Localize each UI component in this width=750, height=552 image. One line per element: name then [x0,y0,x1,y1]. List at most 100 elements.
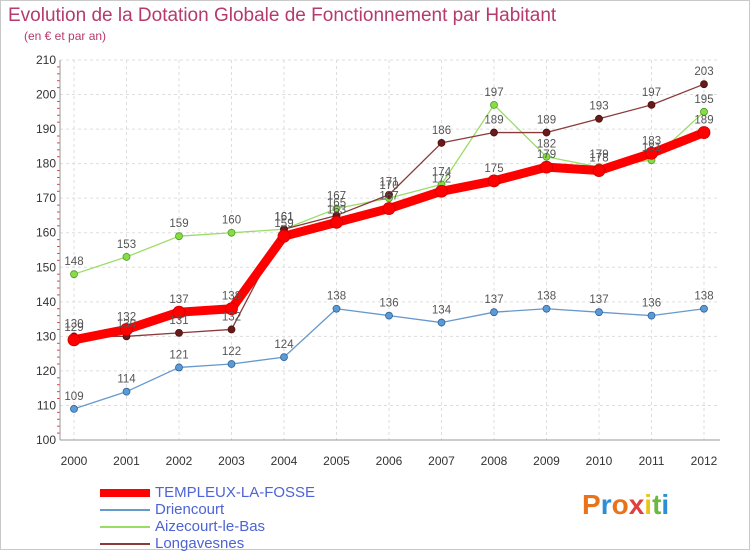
data-label-longavesnes: 132 [222,311,241,323]
point-templeux [382,202,396,215]
data-label-longavesnes: 131 [169,315,188,327]
point-templeux [330,215,343,229]
point-driencourt [542,304,551,313]
point-driencourt [227,360,236,368]
logo-letter: P [582,489,601,520]
data-label-aizecourt: 174 [432,166,452,178]
y-tick-label: 110 [37,398,56,412]
data-label-driencourt: 134 [432,305,452,317]
data-label-aizecourt: 153 [117,239,136,251]
point-longavesnes [175,329,183,337]
point-longavesnes [647,101,656,109]
point-driencourt [437,318,446,327]
point-driencourt [595,308,603,317]
point-aizecourt [700,107,708,116]
point-templeux [645,146,658,160]
y-tick-label: 140 [36,295,56,309]
data-label-templeux: 132 [117,311,136,323]
data-label-templeux: 175 [484,163,503,175]
point-driencourt [280,353,288,361]
x-tick-label: 2007 [428,454,455,468]
x-tick-label: 2008 [481,454,508,468]
data-label-longavesnes: 189 [484,115,503,127]
point-templeux [540,160,553,174]
data-label-driencourt: 124 [274,339,294,351]
x-tick-label: 2000 [61,454,88,468]
y-tick-label: 150 [36,260,56,274]
data-label-driencourt: 137 [589,294,608,306]
y-tick-label: 200 [36,88,56,102]
logo-letter: i [661,489,670,520]
data-label-longavesnes: 165 [327,197,346,209]
point-aizecourt [490,101,498,109]
x-tick-label: 2011 [639,454,665,468]
data-label-driencourt: 121 [169,349,188,361]
y-tick-label: 100 [36,433,56,447]
data-label-longavesnes: 161 [274,211,293,223]
data-label-templeux: 189 [694,115,713,127]
data-label-aizecourt: 170 [379,180,398,192]
point-aizecourt [227,228,236,237]
data-label-templeux: 159 [274,218,293,230]
data-label-aizecourt: 161 [274,211,293,223]
data-label-aizecourt: 159 [169,218,188,230]
data-label-driencourt: 136 [642,298,661,310]
data-label-driencourt: 136 [379,298,398,310]
x-tick-label: 2002 [166,454,193,468]
point-longavesnes [437,139,446,147]
point-driencourt [175,363,183,372]
chart-subtitle: (en € et par an) [24,29,107,43]
point-templeux [487,174,501,188]
point-longavesnes [542,128,551,137]
y-tick-label: 130 [36,329,56,343]
data-label-driencourt: 137 [484,294,503,306]
legend-swatch-aizecourt [100,526,150,528]
y-tick-label: 180 [36,157,56,171]
point-templeux [592,164,606,177]
chart-title: Evolution de la Dotation Globale de Fonc… [8,5,557,26]
logo-letter: t [652,489,662,520]
legend-label-longavesnes: Longavesnes [155,535,245,552]
data-label-longavesnes: 171 [379,177,398,189]
data-label-aizecourt: 195 [694,94,713,106]
point-templeux [435,184,448,198]
x-tick-label: 2005 [323,454,350,468]
data-label-aizecourt: 167 [327,191,346,203]
data-label-templeux: 138 [222,291,241,303]
data-label-longavesnes: 189 [537,115,556,127]
legend-label-aizecourt: Aizecourt-le-Bas [155,518,266,535]
point-driencourt [490,308,498,317]
data-label-aizecourt: 181 [642,142,661,154]
point-templeux [225,302,238,316]
data-label-aizecourt: 148 [64,256,83,268]
data-label-templeux: 179 [537,149,556,161]
data-label-aizecourt: 182 [537,139,556,151]
data-label-driencourt: 109 [64,391,83,403]
logo-letter: o [611,489,629,520]
data-label-longavesnes: 197 [642,87,661,99]
data-label-driencourt: 122 [222,346,241,358]
point-templeux [67,333,81,347]
legend-swatch-templeux [100,489,150,497]
x-tick-label: 2004 [271,454,298,468]
data-label-longavesnes: 130 [64,318,83,330]
data-label-driencourt: 138 [694,291,713,303]
point-driencourt [385,311,393,320]
legend-label-templeux: TEMPLEUX-LA-FOSSE [155,484,316,501]
point-aizecourt [122,253,131,261]
point-aizecourt [175,232,183,241]
point-longavesnes [227,325,236,334]
data-label-driencourt: 138 [537,291,556,303]
data-label-driencourt: 114 [117,374,136,386]
point-templeux [120,323,133,336]
data-label-templeux: 163 [327,204,346,216]
point-longavesnes [595,114,603,123]
y-tick-label: 120 [36,364,56,378]
point-driencourt [332,304,341,313]
point-driencourt [647,311,656,320]
y-tick-label: 170 [36,191,56,205]
data-label-aizecourt: 179 [589,149,608,161]
legend-swatch-longavesnes [100,543,150,545]
data-label-templeux: 183 [642,135,661,147]
